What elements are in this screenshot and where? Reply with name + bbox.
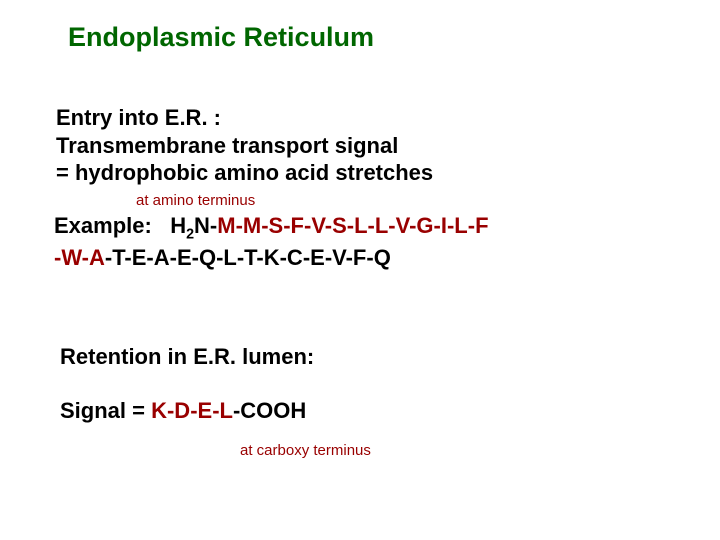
entry-block: Entry into E.R. : Transmembrane transpor… xyxy=(56,104,433,187)
entry-line-3: = hydrophobic amino acid stretches xyxy=(56,159,433,187)
signal-highlight: K-D-E-L xyxy=(151,398,233,423)
entry-line-1: Entry into E.R. : xyxy=(56,104,433,132)
signal-suffix: -COOH xyxy=(233,398,306,423)
h2n-group: H2N- xyxy=(170,213,217,238)
h2n-suffix: N- xyxy=(194,213,217,238)
signal-prefix: Signal = xyxy=(60,398,151,423)
h2n-sub: 2 xyxy=(186,226,194,242)
carboxy-terminus-note: at carboxy terminus xyxy=(240,442,371,459)
retention-heading: Retention in E.R. lumen: xyxy=(60,344,314,370)
signal-line: Signal = K-D-E-L-COOH xyxy=(60,398,306,424)
amino-terminus-note: at amino terminus xyxy=(136,192,255,209)
example-label: Example: xyxy=(54,213,152,238)
example-block: Example: H2N-M-M-S-F-V-S-L-L-V-G-I-L-F -… xyxy=(54,212,489,272)
entry-line-2: Transmembrane transport signal xyxy=(56,132,433,160)
slide-title: Endoplasmic Reticulum xyxy=(68,22,374,53)
slide: Endoplasmic Reticulum Entry into E.R. : … xyxy=(0,0,720,540)
example-spacer xyxy=(158,213,170,238)
seq-highlight-2: -W-A xyxy=(54,245,105,270)
h2n-prefix: H xyxy=(170,213,186,238)
seq-highlight-1: M-M-S-F-V-S-L-L-V-G-I-L-F xyxy=(217,213,488,238)
seq-rest: -T-E-A-E-Q-L-T-K-C-E-V-F-Q xyxy=(105,245,391,270)
